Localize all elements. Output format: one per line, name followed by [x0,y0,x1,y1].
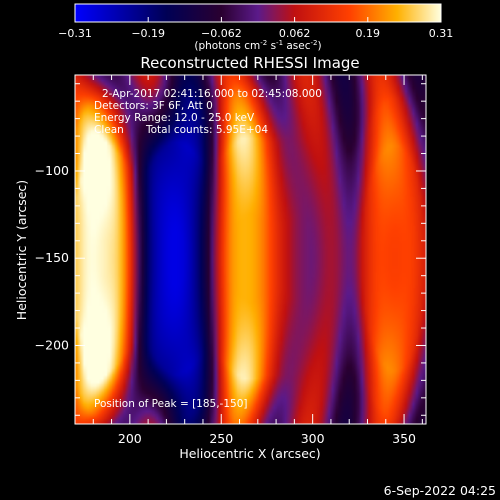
x-tick-label: 350 [392,431,416,446]
y-tick-label: −200 [35,337,69,352]
y-tick-label: −100 [35,163,69,178]
footer-date: 6-Sep-2022 04:25 [384,483,496,498]
chart-title: Reconstructed RHESSI Image [140,54,359,72]
annotation-clean: Clean [94,124,124,136]
plot-frame [74,74,427,425]
colorbar-unit-label: (photons cm-2 s-1 asec-2) [194,39,321,52]
annotation-time-range: 2-Apr-2017 02:41:16.000 to 02:45:08.000 [102,88,322,100]
colorbar-tick-label: 0.062 [279,27,311,40]
x-tick-label: 300 [301,431,325,446]
x-axis-label: Heliocentric X (arcsec) [179,446,320,461]
y-axis: −100 −150 −200 [35,83,426,416]
colorbar-gradient [74,3,442,23]
heatmap-raster [75,75,426,424]
x-tick-label: 250 [209,431,233,446]
colorbar-tick-label: −0.062 [201,27,242,40]
annotation-detectors: Detectors: 3F 6F, Att 0 [94,100,213,112]
x-axis: 200 250 300 350 [92,75,423,446]
colorbar-tick-label: 0.31 [429,27,454,40]
annotation-energy: Energy Range: 12.0 - 25.0 keV [94,112,255,124]
colorbar-tick-label: 0.19 [356,27,381,40]
colorbar-tick-label: −0.31 [58,27,92,40]
colorbar-ticks: −0.31 −0.19 −0.062 0.062 0.19 0.31 [58,17,453,40]
y-tick-label: −150 [35,250,69,265]
annotation-total-counts: Total counts: 5.95E+04 [145,124,268,136]
colorbar: −0.31 −0.19 −0.062 0.062 0.19 0.31 (photons c… [58,3,453,52]
y-axis-label: Heliocentric Y (arcsec) [14,180,29,320]
heatmap-image [74,74,427,425]
x-tick-label: 200 [118,431,142,446]
annotation-peak: Position of Peak = [185,-150] [94,398,248,410]
annotations: 2-Apr-2017 02:41:16.000 to 02:45:08.000 … [94,88,322,410]
colorbar-tick-label: −0.19 [131,27,165,40]
